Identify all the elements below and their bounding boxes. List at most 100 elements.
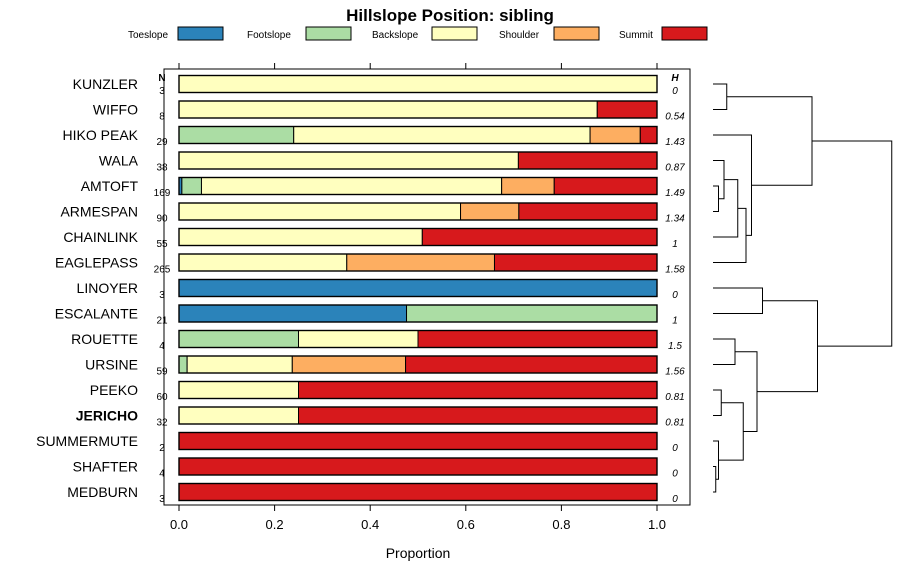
row-label-hiko-peak: HIKO PEAK bbox=[63, 127, 139, 143]
h-value-wiffo: 0.54 bbox=[665, 112, 685, 123]
x-tick-label-2: 0.4 bbox=[361, 517, 379, 532]
dendrogram bbox=[713, 83, 893, 493]
bar-segment-eaglepass-shoulder bbox=[346, 253, 495, 272]
n-column-header: N bbox=[158, 73, 165, 84]
x-tick-label-3: 0.6 bbox=[457, 517, 475, 532]
legend-label-summit: Summit bbox=[619, 30, 653, 41]
bar-segment-wiffo-backslope bbox=[178, 100, 598, 119]
row-label-eaglepass: EAGLEPASS bbox=[55, 255, 138, 271]
bar-outline-jericho bbox=[178, 406, 658, 425]
bar-segment-armespan-backslope bbox=[178, 202, 462, 221]
bar-segment-shafter-summit bbox=[178, 457, 658, 476]
bar-outline-medburn bbox=[178, 482, 658, 502]
bar-segment-ursine-summit bbox=[405, 355, 658, 374]
legend-swatch-summit bbox=[661, 26, 708, 41]
bar-segment-ursine-backslope bbox=[186, 355, 293, 374]
bar-segment-rouette-summit bbox=[417, 330, 658, 348]
row-label-medburn: MEDBURN bbox=[67, 484, 138, 500]
row-label-summermute: SUMMERMUTE bbox=[36, 433, 138, 449]
legend-swatch-footslope bbox=[305, 26, 352, 41]
row-label-wiffo: WIFFO bbox=[93, 102, 138, 118]
h-value-shafter: 0 bbox=[672, 469, 678, 480]
bar-segment-amtoft-summit bbox=[553, 177, 658, 195]
bar-outline-linoyer bbox=[178, 278, 658, 298]
h-value-armespan: 1.34 bbox=[665, 214, 685, 225]
h-value-summermute: 0 bbox=[672, 443, 678, 454]
h-value-rouette: 1.5 bbox=[668, 341, 682, 352]
h-value-ursine: 1.56 bbox=[665, 367, 685, 378]
h-value-kunzler: 0 bbox=[672, 86, 678, 97]
bar-outline-escalante bbox=[178, 304, 658, 323]
dendrogram-branch-8 bbox=[713, 338, 736, 365]
dendrogram-branch-3 bbox=[713, 179, 739, 238]
bar-segment-linoyer-toeslope bbox=[178, 279, 658, 297]
row-label-amtoft: AMTOFT bbox=[81, 178, 139, 194]
bar-outline-wiffo bbox=[178, 100, 658, 119]
dendrogram-branch-10 bbox=[713, 466, 717, 493]
n-value-medburn: 3 bbox=[159, 494, 165, 505]
bar-segment-wiffo-summit bbox=[596, 100, 658, 119]
legend-swatch-shoulder bbox=[553, 26, 600, 41]
n-value-eaglepass: 265 bbox=[154, 265, 171, 276]
h-value-wala: 0.87 bbox=[665, 163, 685, 174]
n-value-armespan: 90 bbox=[156, 214, 168, 225]
bar-segment-hiko-peak-backslope bbox=[293, 126, 591, 144]
h-value-eaglepass: 1.58 bbox=[665, 265, 685, 276]
bar-segment-hiko-peak-summit bbox=[639, 126, 658, 144]
bar-segment-jericho-summit bbox=[298, 406, 658, 425]
dendrogram-branch-15 bbox=[812, 140, 893, 347]
bar-segment-hiko-peak-shoulder bbox=[589, 126, 641, 144]
dendrogram-branch-6 bbox=[726, 96, 813, 186]
h-value-chainlink: 1 bbox=[672, 239, 678, 250]
row-label-chainlink: CHAINLINK bbox=[63, 229, 138, 245]
x-axis: 0.0 0.2 0.4 0.6 0.8 1.0 bbox=[170, 63, 666, 532]
dendrogram-branch-0 bbox=[713, 83, 728, 110]
bar-outline-chainlink bbox=[178, 227, 658, 247]
bar-segment-peeko-backslope bbox=[178, 381, 299, 399]
row-label-ursine: URSINE bbox=[85, 357, 138, 373]
bar-outline-ursine bbox=[178, 355, 658, 374]
h-value-escalante: 1 bbox=[672, 316, 678, 327]
h-value-medburn: 0 bbox=[672, 494, 678, 505]
bar-segment-escalante-toeslope bbox=[178, 304, 408, 323]
n-value-hiko-peak: 29 bbox=[156, 137, 168, 148]
bar-segment-kunzler-backslope bbox=[178, 75, 658, 93]
bar-segment-rouette-backslope bbox=[298, 330, 419, 348]
bar-segment-armespan-summit bbox=[518, 202, 658, 221]
row-label-armespan: ARMESPAN bbox=[60, 204, 138, 220]
chart-title: Hillslope Position: sibling bbox=[346, 6, 554, 25]
legend: Toeslope Footslope Backslope Shoulder Summit bbox=[128, 26, 708, 41]
row-label-peeko: PEEKO bbox=[90, 382, 138, 398]
n-value-chainlink: 55 bbox=[156, 239, 168, 250]
x-axis-title: Proportion bbox=[386, 545, 451, 561]
bar-segment-eaglepass-backslope bbox=[178, 253, 348, 272]
dendrogram-branch-14 bbox=[757, 300, 818, 393]
row-label-shafter: SHAFTER bbox=[73, 459, 138, 475]
bar-segment-peeko-summit bbox=[298, 381, 658, 399]
dendrogram-branch-12 bbox=[718, 402, 744, 461]
x-tick-label-4: 0.8 bbox=[552, 517, 570, 532]
row-label-escalante: ESCALANTE bbox=[55, 306, 138, 322]
bar-outline-summermute bbox=[178, 431, 658, 451]
bar-outline-wala bbox=[178, 151, 658, 170]
bar-segment-hiko-peak-footslope bbox=[178, 126, 295, 144]
dendrogram-branch-13 bbox=[735, 351, 758, 432]
h-value-linoyer: 0 bbox=[672, 290, 678, 301]
row-label-linoyer: LINOYER bbox=[77, 280, 138, 296]
bar-segment-medburn-summit bbox=[178, 483, 658, 501]
bar-segment-chainlink-backslope bbox=[178, 228, 423, 246]
bar-outline-shafter bbox=[178, 457, 658, 476]
bar-segment-jericho-backslope bbox=[178, 406, 299, 425]
bar-segment-eaglepass-summit bbox=[493, 253, 658, 272]
n-value-wala: 38 bbox=[156, 163, 168, 174]
h-value-amtoft: 1.49 bbox=[665, 188, 685, 199]
h-value-jericho: 0.81 bbox=[665, 418, 684, 429]
row-label-rouette: ROUETTE bbox=[71, 331, 138, 347]
bar-segment-summermute-summit bbox=[178, 432, 658, 450]
dendrogram-branch-1 bbox=[713, 185, 719, 212]
n-value-kunzler: 3 bbox=[159, 86, 165, 97]
legend-label-shoulder: Shoulder bbox=[499, 30, 540, 41]
x-tick-label-0: 0.0 bbox=[170, 517, 188, 532]
legend-label-footslope: Footslope bbox=[247, 30, 291, 41]
